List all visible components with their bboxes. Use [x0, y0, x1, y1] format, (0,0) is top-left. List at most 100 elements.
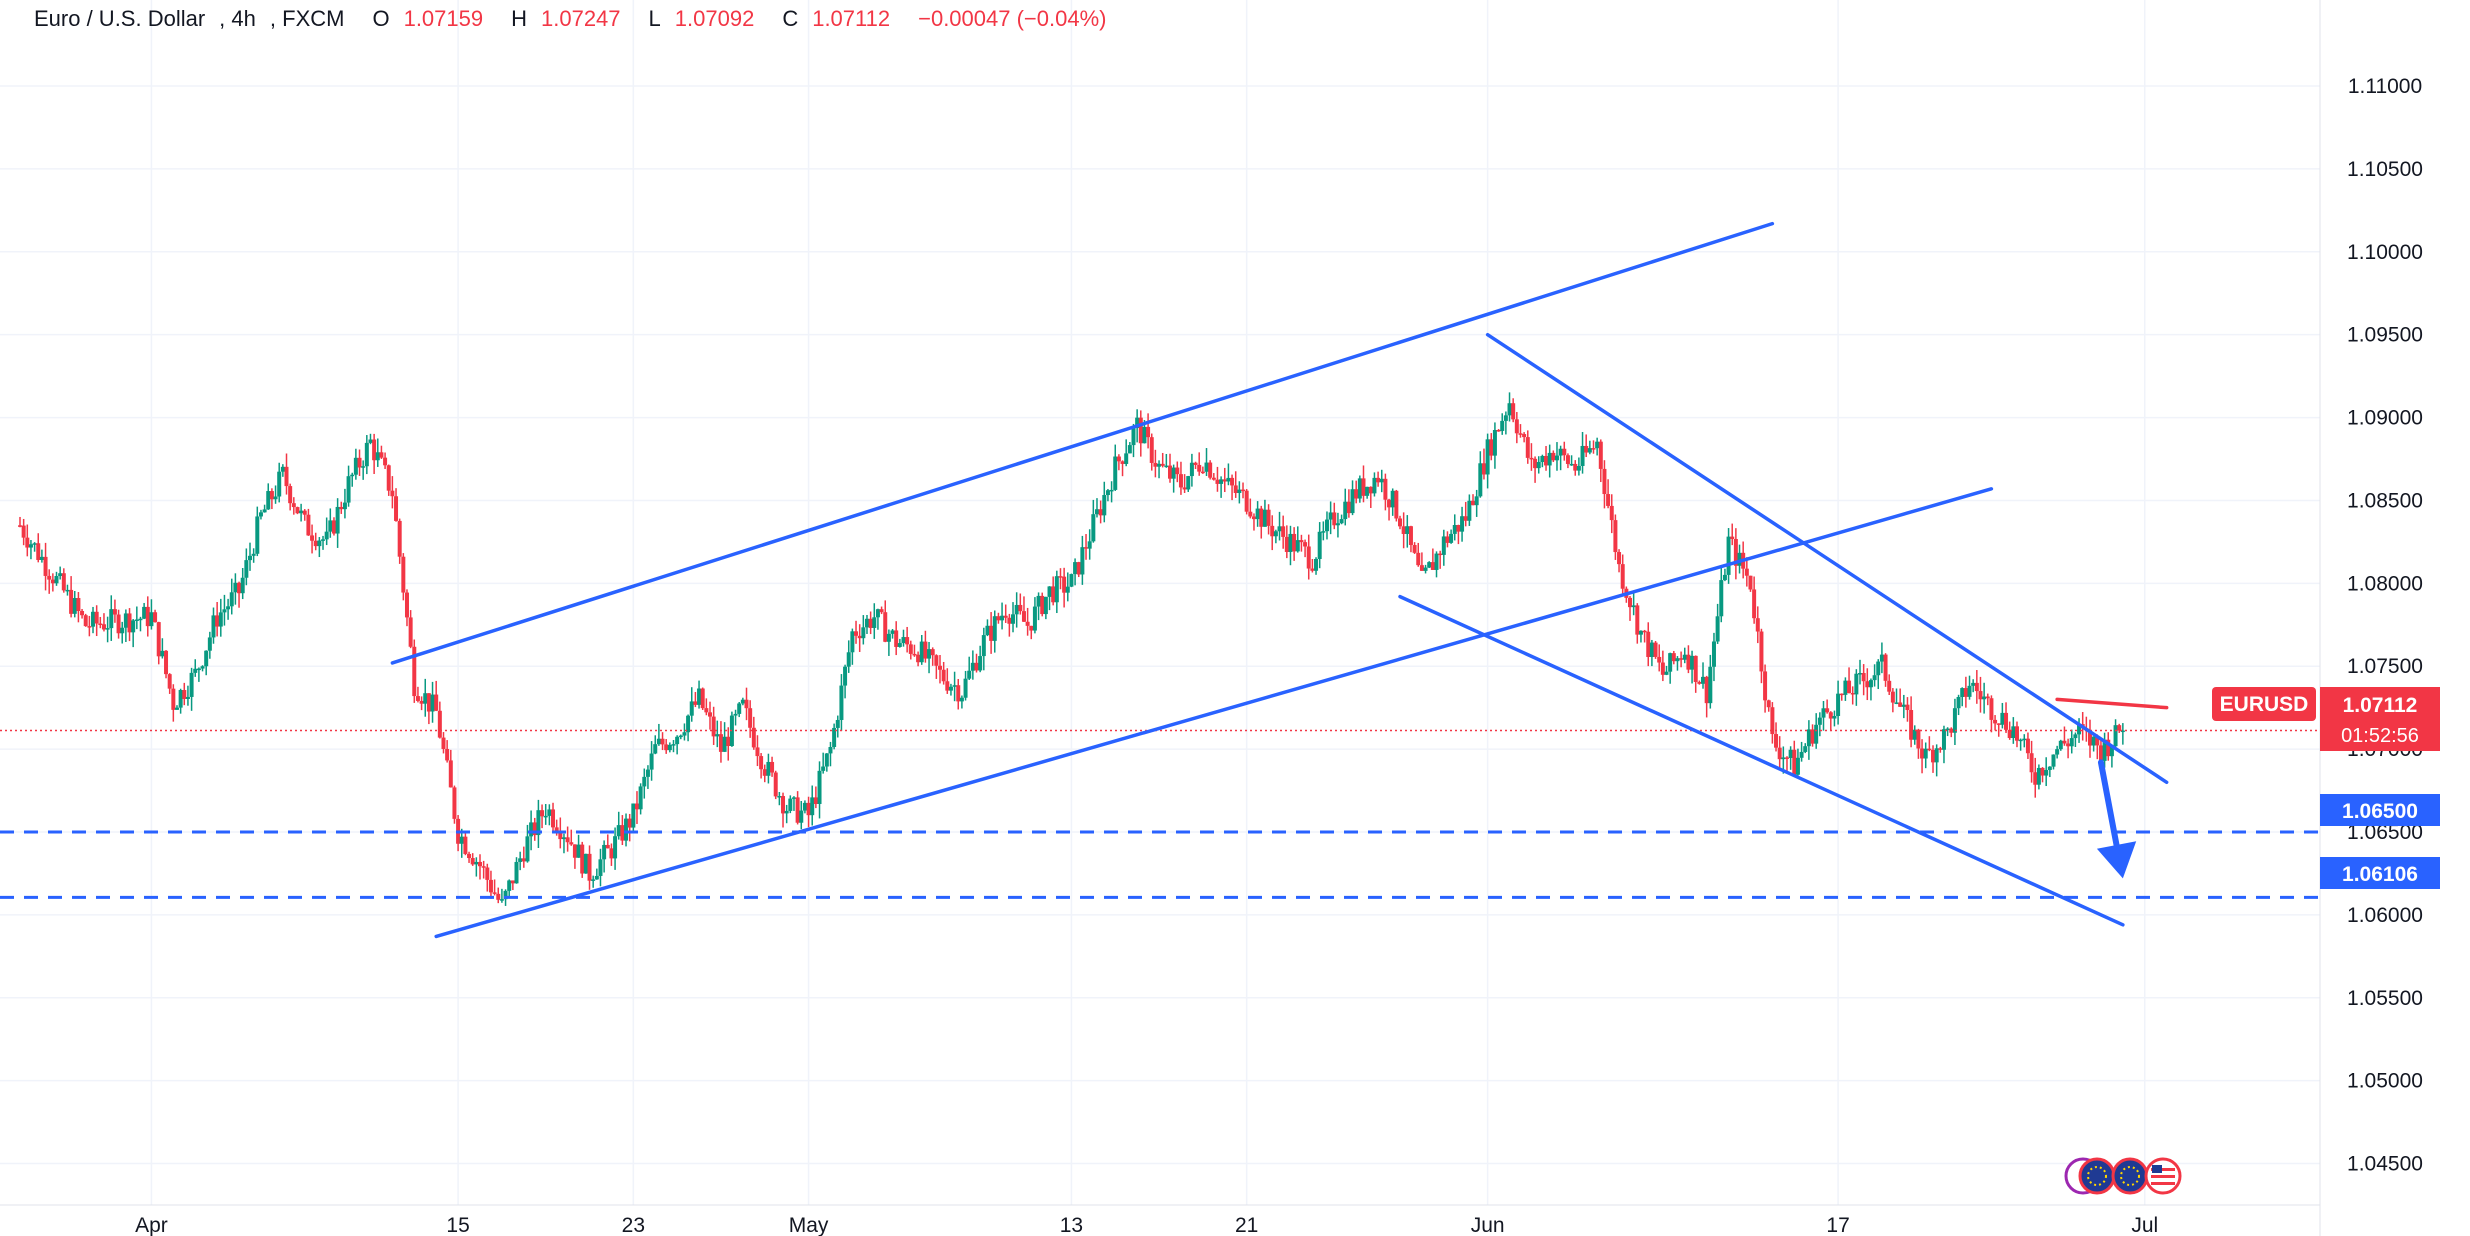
candle — [1686, 645, 1691, 674]
candle-body — [1463, 516, 1468, 521]
candle-body — [61, 573, 66, 591]
candle — [521, 846, 526, 868]
candle — [441, 732, 446, 754]
candle — [1171, 464, 1176, 493]
candle-body — [1003, 615, 1008, 618]
candle — [1547, 444, 1552, 478]
candle-body — [2088, 730, 2092, 746]
candle — [689, 687, 694, 722]
candle — [481, 860, 486, 879]
candle-body — [1091, 514, 1096, 542]
eu-flag-icon[interactable] — [2111, 1157, 2149, 1195]
candle — [1124, 439, 1129, 467]
candle-body — [1956, 696, 1961, 709]
event-icons[interactable] — [2064, 1157, 2182, 1195]
candle-body — [620, 825, 625, 841]
candle-body — [708, 712, 712, 717]
candle-body — [415, 696, 420, 701]
candle-body — [1606, 494, 1611, 506]
candle-body — [996, 616, 1001, 621]
candle-body — [974, 662, 979, 671]
candle — [1452, 514, 1457, 541]
candle — [1613, 514, 1618, 560]
candle-body — [1744, 568, 1749, 576]
candle-body — [437, 710, 442, 738]
candle — [1164, 453, 1169, 468]
candle-body — [1536, 462, 1541, 469]
candle — [361, 460, 366, 480]
candle-body — [105, 628, 110, 630]
trendline[interactable] — [1398, 594, 2125, 927]
candle-body — [401, 556, 406, 593]
candle-body — [959, 697, 964, 702]
candle — [1357, 475, 1362, 503]
candle-body — [594, 875, 599, 880]
candle — [1430, 548, 1435, 570]
candle-body — [412, 646, 417, 697]
candle — [583, 853, 588, 874]
candle-body — [127, 613, 132, 633]
candle — [2044, 757, 2049, 787]
candle-body — [1094, 509, 1099, 515]
symbol-legend[interactable]: Euro / U.S. Dollar, 4h, FXCM O 1.07159 H 1.0… — [34, 6, 1120, 32]
candle-body — [164, 650, 169, 675]
candle-body — [112, 609, 117, 615]
candle — [255, 506, 260, 557]
candle-body — [1562, 448, 1567, 456]
drawings[interactable] — [0, 221, 2320, 939]
candle-body — [1376, 477, 1381, 483]
candle — [1522, 432, 1527, 443]
candle — [1817, 712, 1822, 737]
candle-body — [1894, 702, 1899, 704]
candle — [423, 678, 428, 717]
candle — [1241, 482, 1246, 499]
candle — [459, 828, 464, 858]
down-arrow-head[interactable] — [2096, 841, 2137, 879]
trendline[interactable] — [390, 221, 1775, 665]
trendline[interactable] — [1485, 332, 2169, 785]
candle-body — [1664, 671, 1669, 675]
candle — [1693, 655, 1698, 693]
candle-body — [547, 809, 552, 816]
candle — [1343, 488, 1348, 526]
down-arrow-shaft[interactable] — [2097, 759, 2120, 849]
candle-body — [1931, 749, 1936, 763]
candle-body — [1007, 617, 1012, 624]
candle-body — [908, 644, 913, 654]
price-tick-label: 1.10000 — [2347, 241, 2423, 264]
symbol-title[interactable]: Euro / U.S. Dollar, 4h, FXCM — [34, 6, 345, 31]
us-flag-icon[interactable] — [2144, 1157, 2182, 1195]
candle-body — [2058, 740, 2063, 750]
candle — [2062, 726, 2067, 746]
candle — [824, 753, 829, 772]
candle-body — [1182, 487, 1187, 490]
candle — [1149, 433, 1154, 471]
candle-body — [1978, 691, 1983, 700]
trendline[interactable] — [434, 487, 1994, 939]
candle-body — [514, 861, 519, 884]
candle-body — [565, 837, 570, 843]
candle-body — [1102, 495, 1107, 516]
candle — [561, 833, 566, 854]
candle-body — [1456, 525, 1461, 532]
candle-body — [810, 797, 815, 816]
candle — [1719, 565, 1724, 623]
candle — [602, 840, 607, 873]
candle-body — [1952, 708, 1957, 733]
candle — [1146, 413, 1151, 449]
candle — [1759, 628, 1764, 684]
candle-body — [540, 810, 545, 817]
candle-body — [69, 589, 74, 614]
candle — [543, 804, 548, 825]
candle-body — [222, 609, 227, 613]
candle — [1138, 410, 1143, 457]
time-axis[interactable]: Apr 15 23 May 13 21 Jun 17 Jul — [0, 1204, 2320, 1236]
candle — [551, 802, 556, 834]
candle — [386, 464, 391, 496]
price-axis[interactable]: 1.11000 1.10500 1.10000 1.09500 1.09000 1.085… — [2319, 0, 2423, 1236]
trendline[interactable] — [2055, 697, 2169, 710]
candle-body — [733, 713, 738, 716]
eu-flag-icon[interactable] — [2078, 1157, 2116, 1195]
candle — [1580, 432, 1585, 474]
